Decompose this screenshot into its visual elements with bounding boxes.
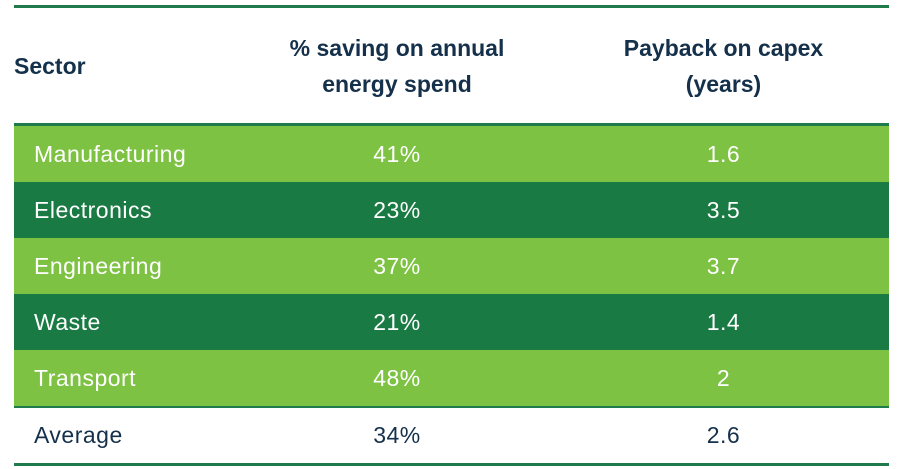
- average-saving: 34%: [373, 422, 421, 448]
- top-rule: [14, 5, 889, 8]
- row-payback: 2: [716, 364, 731, 391]
- row-saving: 37%: [373, 252, 421, 279]
- row-payback: 3.5: [706, 196, 741, 223]
- header-saving-line2: energy spend: [322, 70, 472, 97]
- table-header: Sector % saving on annual energy spend P…: [14, 8, 889, 123]
- header-saving-line1: % saving on annual: [289, 34, 505, 61]
- row-saving: 41%: [373, 140, 421, 167]
- row-payback: 3.7: [706, 252, 741, 279]
- average-sector: Average: [34, 422, 123, 448]
- row-saving: 23%: [373, 196, 421, 223]
- row-payback: 1.6: [706, 140, 741, 167]
- row-payback: 1.4: [706, 308, 741, 335]
- header-saving: % saving on annual energy spend: [236, 30, 558, 102]
- header-payback: Payback on capex (years): [558, 30, 889, 102]
- table-row: Engineering 37% 3.7: [14, 238, 889, 294]
- row-saving: 48%: [373, 364, 421, 391]
- table-row: Transport 48% 2: [14, 350, 889, 406]
- header-sector: Sector: [14, 52, 86, 79]
- table-row: Manufacturing 41% 1.6: [14, 126, 889, 182]
- row-sector: Transport: [34, 364, 137, 391]
- row-sector: Waste: [34, 308, 101, 335]
- average-row: Average 34% 2.6: [14, 408, 889, 463]
- bottom-rule: [14, 463, 889, 466]
- sector-savings-table: Sector % saving on annual energy spend P…: [14, 5, 889, 466]
- header-payback-line2: (years): [685, 70, 762, 97]
- header-rule: [14, 123, 889, 126]
- average-separator: [14, 406, 889, 408]
- row-sector: Manufacturing: [34, 140, 187, 167]
- row-sector: Engineering: [34, 252, 163, 279]
- row-sector: Electronics: [34, 196, 152, 223]
- row-saving: 21%: [373, 308, 421, 335]
- table-row: Waste 21% 1.4: [14, 294, 889, 350]
- average-payback: 2.6: [706, 422, 741, 448]
- header-payback-line1: Payback on capex: [623, 34, 824, 61]
- table-row: Electronics 23% 3.5: [14, 182, 889, 238]
